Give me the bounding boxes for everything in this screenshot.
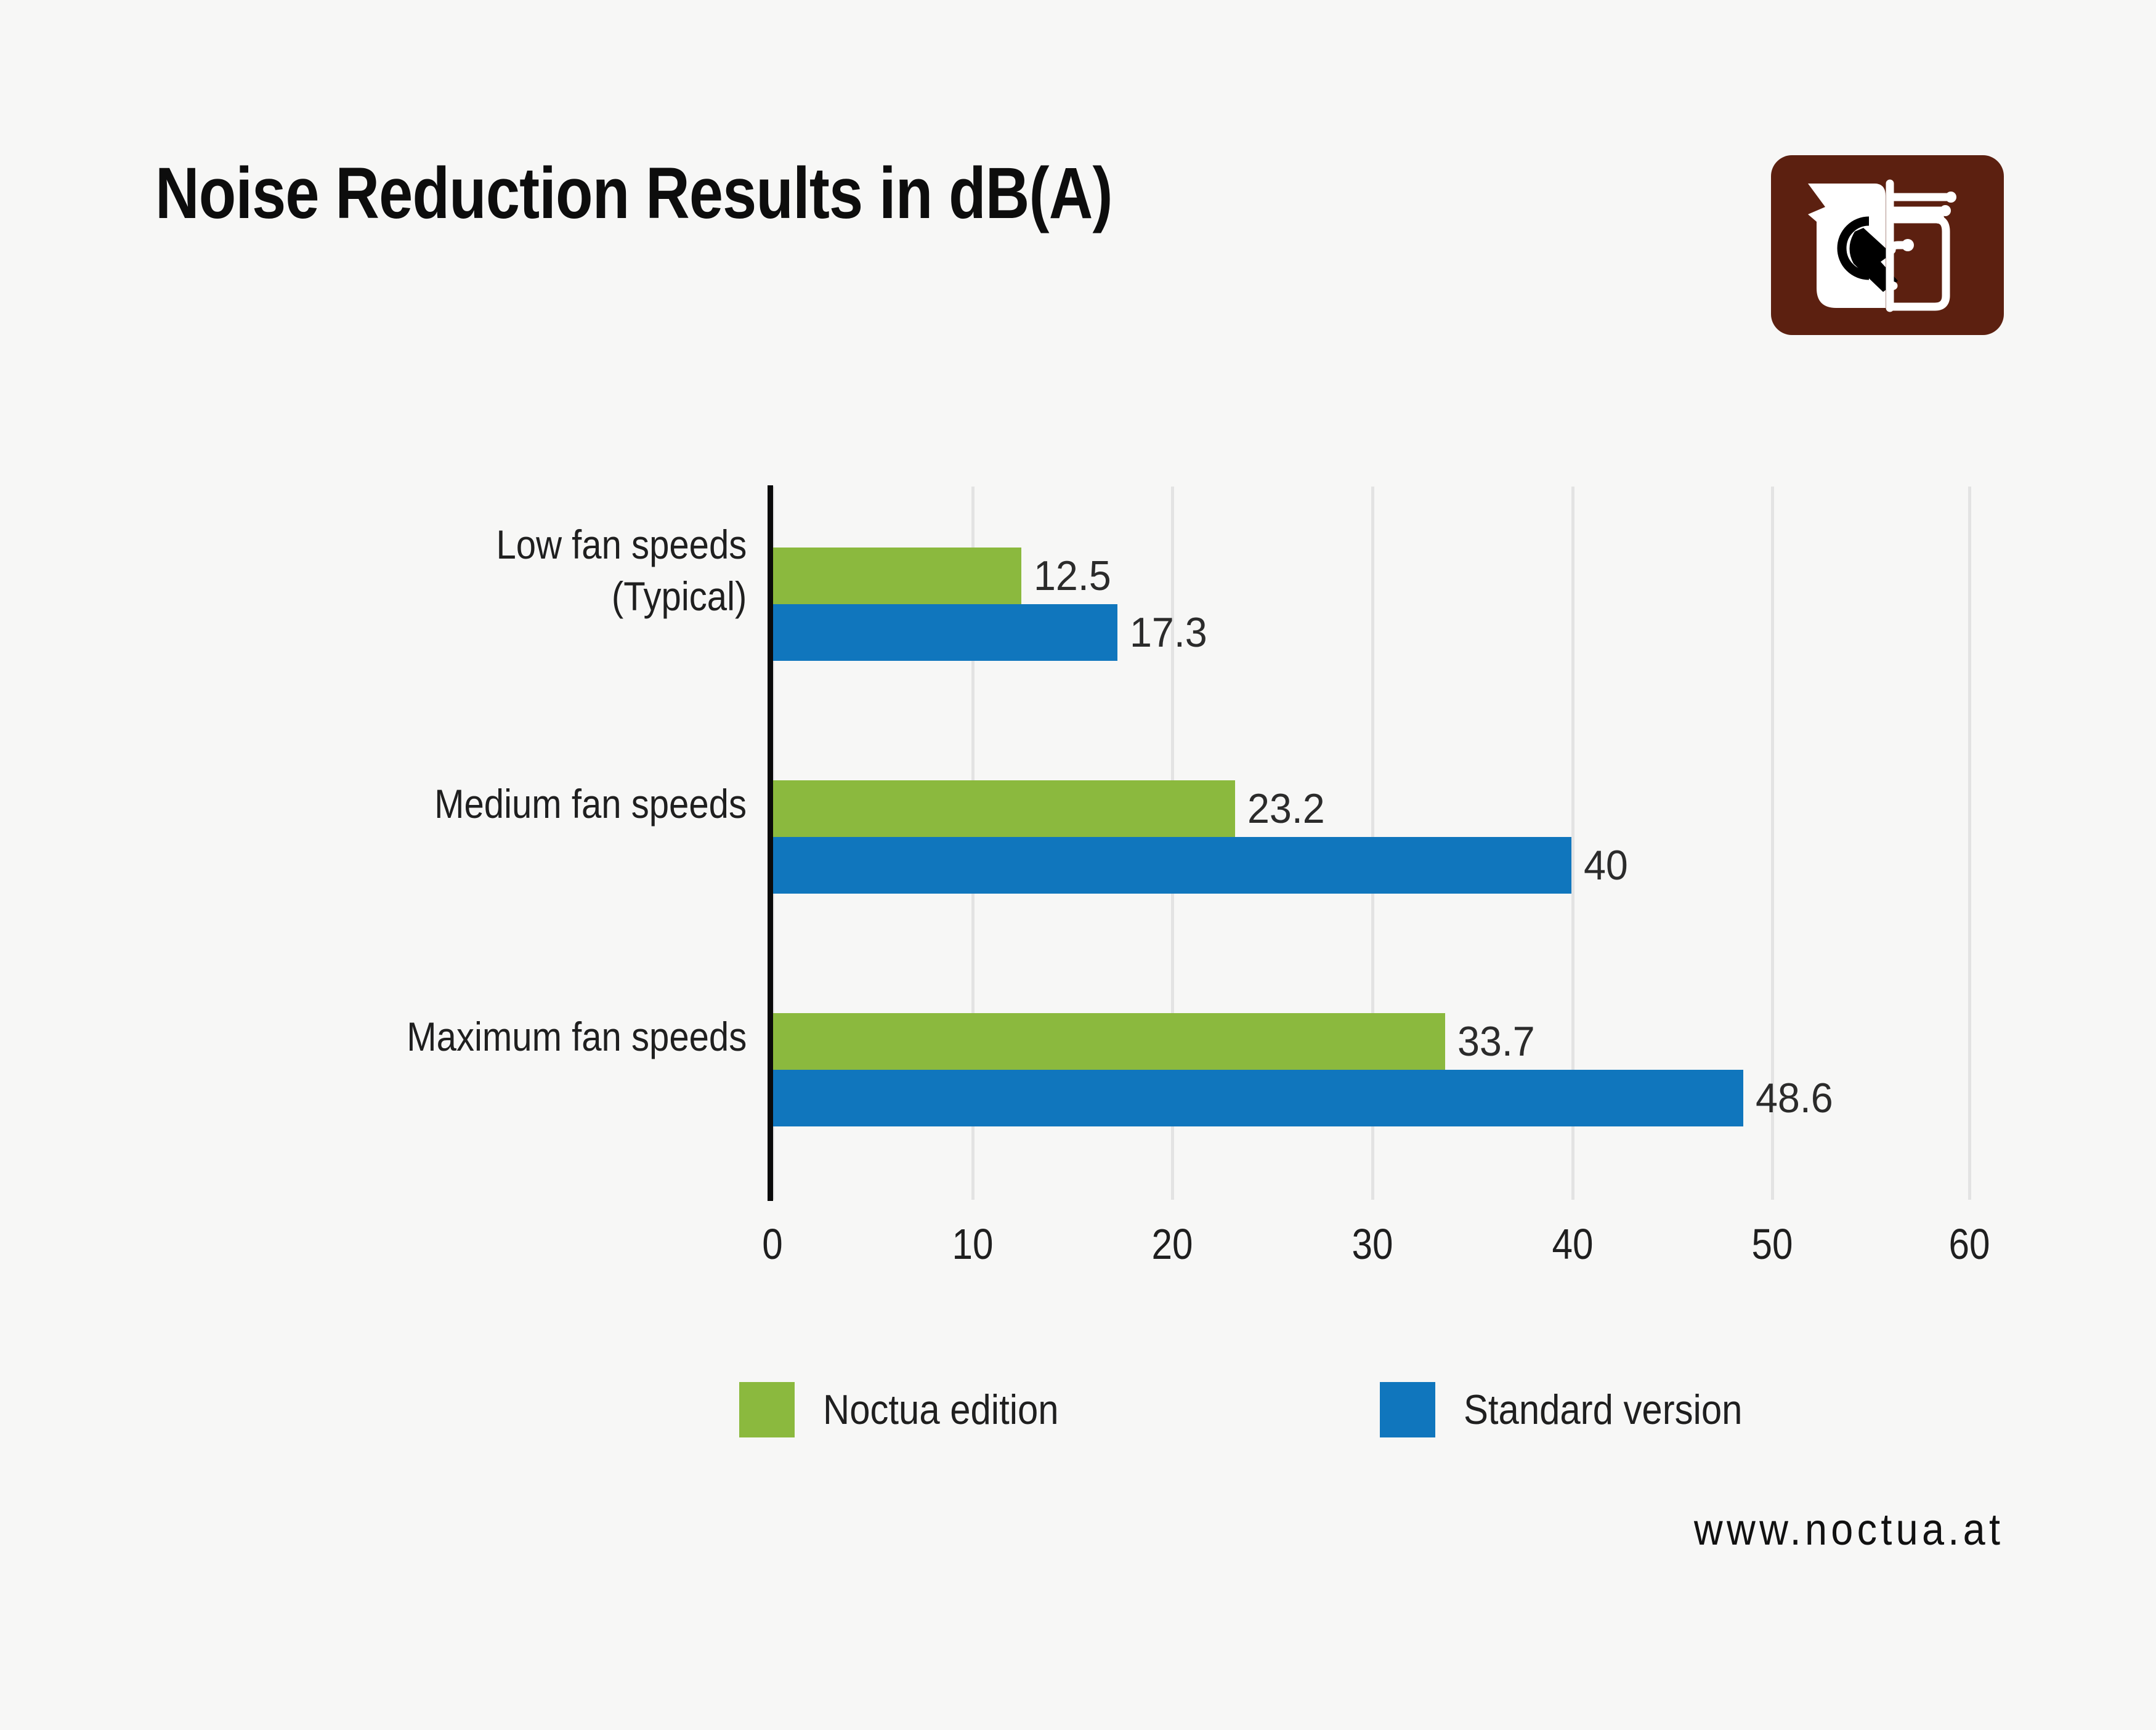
category-label-maximum: Maximum fan speeds (407, 1011, 747, 1062)
bar-value-standard-maximum: 48.6 (1756, 1075, 1833, 1122)
x-tick-20: 20 (1151, 1220, 1193, 1268)
category-axis-labels: Low fan speeds (Typical) Medium fan spee… (185, 487, 747, 1200)
x-tick-60: 60 (1948, 1220, 1990, 1268)
legend-swatch-blue (1380, 1382, 1435, 1437)
legend-label-noctua-edition: Noctua edition (823, 1386, 1059, 1433)
bar-standard-low[interactable] (771, 604, 1117, 661)
category-label-medium: Medium fan speeds (434, 778, 747, 830)
chart-legend: Noctua edition Standard version (739, 1381, 1742, 1443)
legend-label-standard-version: Standard version (1464, 1386, 1743, 1433)
bar-value-noctua-medium: 23.2 (1247, 785, 1325, 832)
owl-logo-icon (1808, 179, 1956, 312)
noctua-owl-logo (1771, 155, 2004, 335)
chart-header: Noise Reduction Results in dB(A) (0, 0, 2156, 370)
category-label-low: Low fan speeds (Typical) (496, 519, 747, 623)
category-label-line: (Typical) (611, 573, 747, 620)
x-tick-30: 30 (1352, 1220, 1393, 1268)
x-tick-10: 10 (952, 1220, 994, 1268)
legend-entry-noctua-edition[interactable]: Noctua edition (739, 1381, 1091, 1438)
gridline-40 (1571, 487, 1574, 1200)
bar-value-noctua-low: 12.5 (1034, 552, 1111, 599)
gridline-60 (1968, 487, 1971, 1200)
category-label-line: Low fan speeds (496, 522, 747, 567)
plot-area: 12.5 17.3 23.2 40 33.7 48.6 (771, 487, 1971, 1200)
legend-swatch-green (739, 1382, 795, 1437)
legend-entry-standard-version[interactable]: Standard version (1380, 1381, 1780, 1438)
bar-standard-medium[interactable] (771, 837, 1571, 894)
bar-standard-maximum[interactable] (771, 1070, 1743, 1126)
bar-value-standard-low: 17.3 (1130, 609, 1207, 656)
bar-noctua-medium[interactable] (771, 780, 1235, 837)
bar-value-noctua-maximum: 33.7 (1457, 1018, 1535, 1065)
y-axis-line (768, 485, 773, 1201)
x-tick-50: 50 (1751, 1220, 1793, 1268)
page-title: Noise Reduction Results in dB(A) (155, 153, 1112, 234)
gridline-50 (1771, 487, 1774, 1200)
bar-value-standard-medium: 40 (1584, 842, 1628, 889)
bar-noctua-maximum[interactable] (771, 1013, 1445, 1070)
bar-noctua-low[interactable] (771, 548, 1021, 604)
category-label-line: Maximum fan speeds (407, 1014, 747, 1059)
category-label-line: Medium fan speeds (434, 781, 747, 827)
x-axis-tick-labels: 0 10 20 30 40 50 60 (762, 1220, 1990, 1284)
website-url[interactable]: www.noctua.at (1693, 1505, 2004, 1554)
x-tick-40: 40 (1552, 1220, 1594, 1268)
x-tick-0: 0 (762, 1220, 783, 1268)
